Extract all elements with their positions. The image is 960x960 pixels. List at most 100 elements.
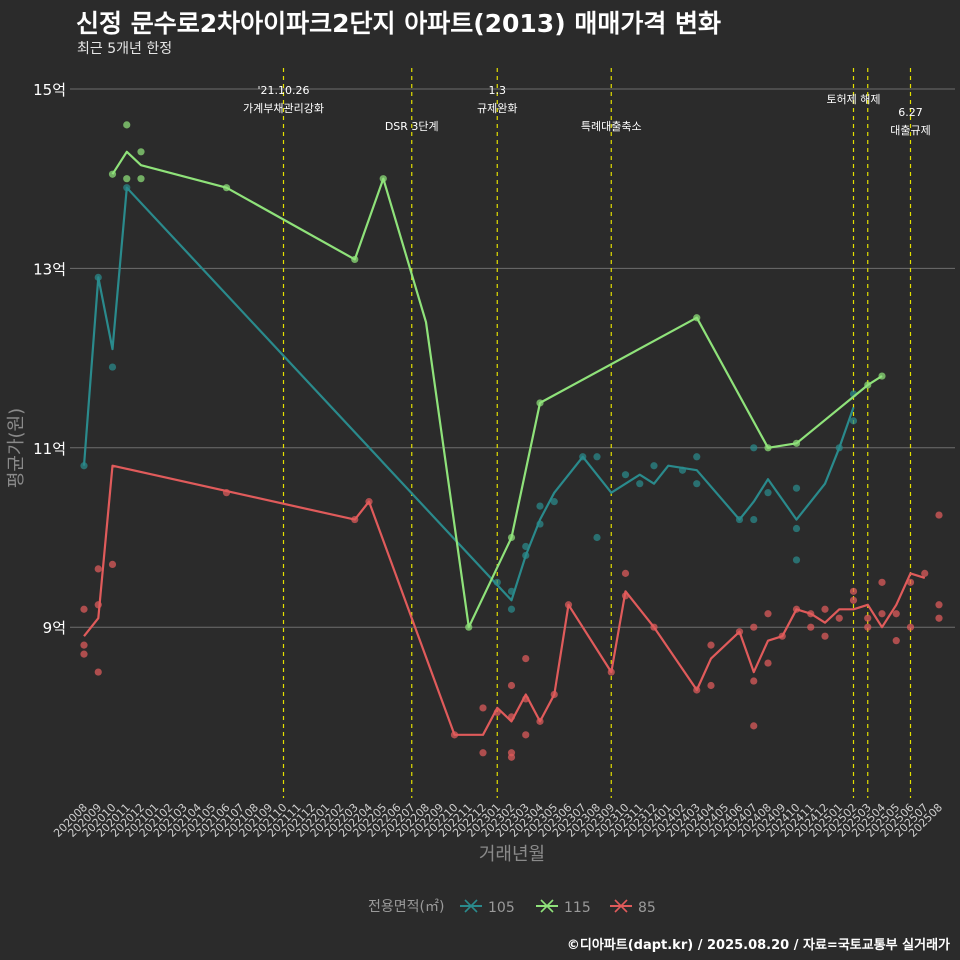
data-point-105 — [735, 515, 744, 524]
data-point-85 — [522, 731, 530, 739]
data-point-105 — [593, 533, 601, 542]
data-point-85 — [878, 610, 886, 618]
data-point-105 — [80, 462, 88, 470]
data-point-105 — [792, 524, 801, 533]
data-point-105 — [536, 502, 544, 510]
data-point-85 — [607, 668, 615, 676]
y-tick-label: 9억 — [43, 619, 66, 637]
event-label: 1.3 — [489, 84, 507, 97]
series-line-85 — [83, 464, 926, 736]
data-point-85 — [764, 659, 772, 667]
legend-title: 전용면적(㎡) — [368, 899, 444, 915]
chart-title: 신정 문수로2차아이파크2단지 아파트(2013) 매매가격 변화 — [76, 9, 722, 38]
data-point-85 — [94, 565, 102, 573]
data-point-85 — [351, 515, 359, 524]
data-point-85 — [807, 623, 815, 631]
source-caption: ©디아파트(dapt.kr) / 2025.08.20 / 자료=국토교통부 실… — [566, 938, 950, 953]
data-point-85 — [892, 637, 900, 645]
data-point-85 — [479, 704, 487, 712]
data-point-85 — [935, 601, 943, 609]
y-axis-ticks: 9억 11억 13억 15억 — [33, 81, 66, 637]
data-point-105 — [94, 273, 102, 281]
data-point-85 — [650, 623, 658, 631]
data-point-105 — [536, 520, 544, 528]
data-point-115 — [137, 148, 145, 156]
series-line-105 — [82, 186, 855, 602]
data-point-85 — [564, 601, 573, 609]
data-point-85 — [621, 569, 630, 577]
legend-label-115: 115 — [564, 900, 591, 916]
data-point-105 — [493, 578, 501, 586]
event-label: 6.27 — [898, 106, 923, 119]
data-point-105 — [550, 498, 558, 506]
event-label: '21.10.26 — [257, 84, 309, 97]
data-point-85 — [507, 713, 516, 721]
data-point-85 — [450, 731, 459, 739]
data-point-85 — [878, 578, 886, 586]
data-point-105 — [835, 444, 843, 452]
data-point-85 — [80, 650, 88, 658]
data-point-115 — [123, 175, 131, 183]
data-point-85 — [935, 614, 943, 622]
data-point-115 — [792, 439, 801, 447]
data-point-105 — [849, 417, 858, 425]
event-label: DSR 3단계 — [385, 120, 439, 133]
event-label: 가계부채관리강화 — [243, 102, 324, 115]
data-point-105 — [621, 471, 630, 479]
data-point-105 — [764, 489, 772, 497]
data-point-115 — [764, 444, 772, 452]
data-point-105 — [507, 605, 516, 613]
data-point-105 — [593, 453, 601, 461]
data-point-85 — [921, 569, 929, 577]
data-point-85 — [80, 641, 88, 649]
y-tick-label: 13억 — [33, 260, 66, 278]
chart-subtitle: 최근 5개년 한정 — [77, 41, 173, 57]
event-label: 토허제 해제 — [826, 92, 880, 106]
data-point-105 — [693, 453, 701, 461]
data-point-85 — [522, 695, 530, 703]
data-point-85 — [80, 605, 88, 613]
data-point-115 — [108, 170, 117, 178]
data-point-85 — [792, 605, 801, 613]
data-point-85 — [835, 614, 843, 622]
data-point-85 — [693, 686, 701, 694]
data-point-85 — [935, 511, 943, 519]
data-point-115 — [536, 399, 544, 407]
data-point-85 — [507, 681, 516, 690]
data-point-105 — [650, 462, 658, 470]
data-point-85 — [764, 610, 772, 618]
y-tick-label: 15억 — [33, 81, 66, 99]
legend: 전용면적(㎡) 105 115 85 — [368, 899, 656, 916]
data-point-85 — [735, 628, 744, 636]
data-point-115 — [465, 623, 473, 631]
data-point-85 — [522, 654, 530, 663]
data-point-85 — [906, 578, 915, 586]
data-point-85 — [906, 623, 915, 631]
data-point-115 — [507, 533, 516, 542]
data-point-85 — [750, 623, 758, 631]
data-point-115 — [878, 372, 886, 380]
data-point-85 — [849, 596, 858, 604]
data-point-85 — [493, 708, 501, 717]
event-label: 대출규제 — [890, 124, 930, 137]
data-point-85 — [108, 560, 117, 569]
data-point-85 — [821, 605, 829, 613]
data-point-85 — [621, 592, 630, 600]
data-point-105 — [693, 480, 701, 488]
data-point-85 — [550, 690, 558, 699]
data-point-85 — [479, 749, 487, 757]
data-point-105 — [750, 515, 758, 524]
data-point-85 — [94, 601, 102, 609]
data-point-105 — [522, 542, 530, 551]
data-point-85 — [750, 722, 758, 730]
data-point-115 — [137, 175, 145, 183]
data-point-105 — [507, 587, 516, 595]
data-point-85 — [807, 610, 815, 618]
legend-label-105: 105 — [488, 900, 515, 916]
data-point-105 — [579, 453, 587, 461]
y-axis-title: 평균가(원) — [6, 408, 27, 488]
data-point-105 — [792, 484, 801, 492]
data-point-85 — [707, 681, 715, 690]
